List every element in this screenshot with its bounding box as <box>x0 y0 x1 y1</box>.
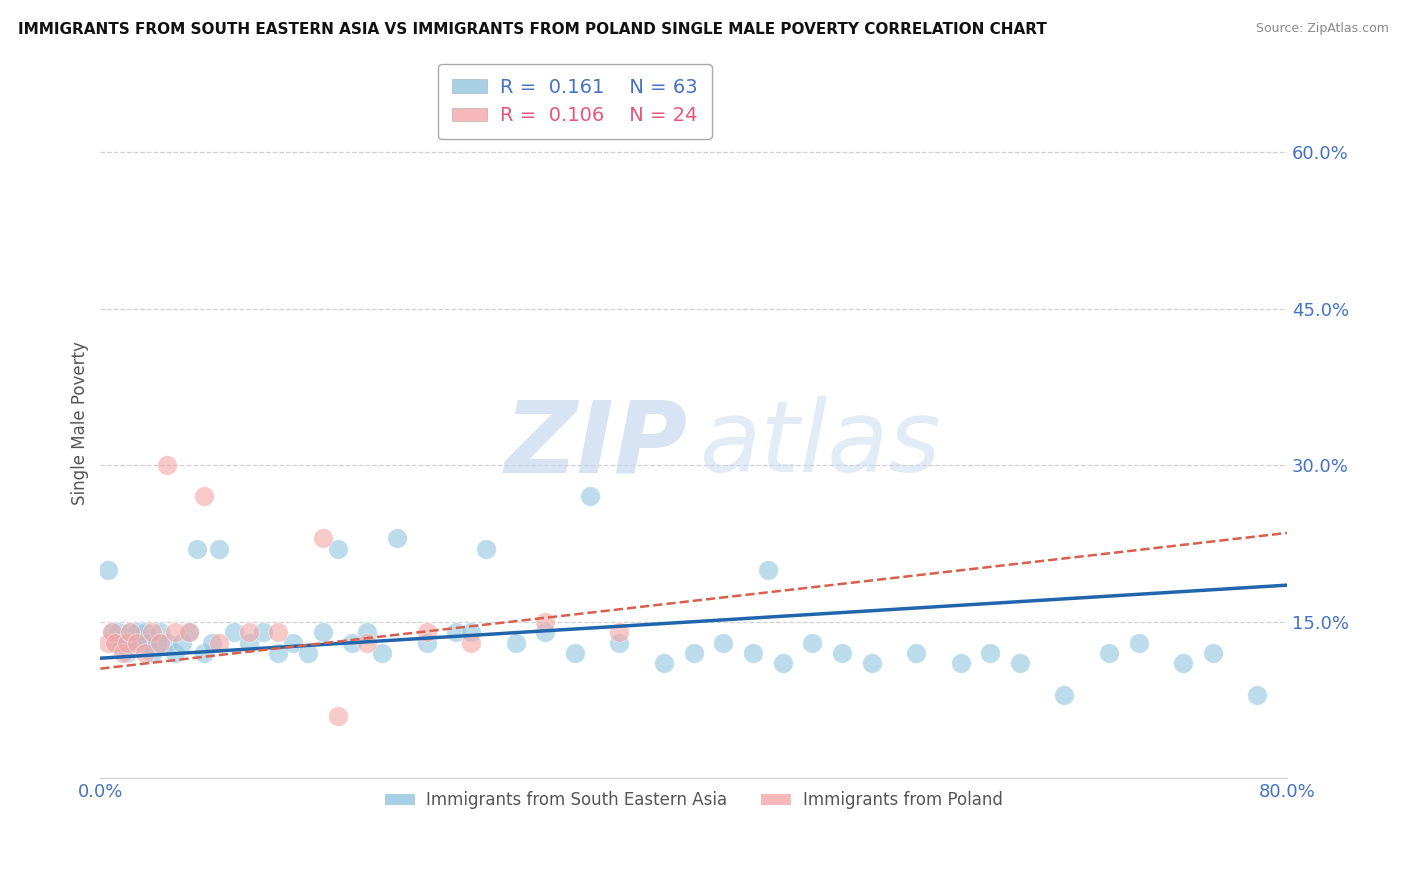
Point <box>578 490 600 504</box>
Point <box>122 635 145 649</box>
Point <box>134 625 156 640</box>
Point <box>297 646 319 660</box>
Point <box>949 657 972 671</box>
Point <box>141 646 163 660</box>
Point <box>756 562 779 576</box>
Point <box>1246 688 1268 702</box>
Point <box>326 541 349 556</box>
Point <box>252 625 274 640</box>
Point <box>141 625 163 640</box>
Point <box>505 635 527 649</box>
Point <box>179 625 201 640</box>
Point <box>111 635 134 649</box>
Point <box>356 625 378 640</box>
Point <box>131 635 153 649</box>
Point <box>831 646 853 660</box>
Point <box>156 635 179 649</box>
Point <box>193 646 215 660</box>
Point <box>118 625 141 640</box>
Point <box>415 625 437 640</box>
Point <box>475 541 498 556</box>
Text: atlas: atlas <box>700 396 941 493</box>
Point <box>326 708 349 723</box>
Point <box>115 635 138 649</box>
Y-axis label: Single Male Poverty: Single Male Poverty <box>72 342 89 506</box>
Point <box>118 625 141 640</box>
Point <box>104 635 127 649</box>
Point <box>652 657 675 671</box>
Point <box>101 625 124 640</box>
Point <box>385 531 408 545</box>
Point <box>104 635 127 649</box>
Point <box>163 646 186 660</box>
Point <box>609 625 631 640</box>
Point <box>860 657 883 671</box>
Point <box>149 635 172 649</box>
Point <box>772 657 794 671</box>
Point <box>1053 688 1076 702</box>
Point <box>156 458 179 472</box>
Point <box>564 646 586 660</box>
Point <box>415 635 437 649</box>
Point <box>534 625 557 640</box>
Point <box>267 646 290 660</box>
Point <box>186 541 208 556</box>
Point <box>115 646 138 660</box>
Point <box>460 635 482 649</box>
Point <box>208 541 231 556</box>
Point <box>97 635 120 649</box>
Point <box>163 625 186 640</box>
Point <box>179 625 201 640</box>
Point <box>1098 646 1121 660</box>
Point <box>149 625 172 640</box>
Point <box>193 490 215 504</box>
Point <box>127 635 149 649</box>
Point <box>905 646 928 660</box>
Point <box>136 635 159 649</box>
Point <box>134 646 156 660</box>
Point <box>238 625 260 640</box>
Point <box>742 646 765 660</box>
Legend: Immigrants from South Eastern Asia, Immigrants from Poland: Immigrants from South Eastern Asia, Immi… <box>378 785 1010 816</box>
Point <box>682 646 704 660</box>
Point <box>283 635 305 649</box>
Point <box>200 635 222 649</box>
Point <box>222 625 245 640</box>
Point <box>356 635 378 649</box>
Point <box>1202 646 1225 660</box>
Point <box>609 635 631 649</box>
Point <box>107 625 129 640</box>
Point <box>371 646 394 660</box>
Point <box>1008 657 1031 671</box>
Point <box>97 562 120 576</box>
Point <box>534 615 557 629</box>
Point <box>208 635 231 649</box>
Text: Source: ZipAtlas.com: Source: ZipAtlas.com <box>1256 22 1389 36</box>
Point <box>127 625 149 640</box>
Point <box>170 635 193 649</box>
Point <box>312 625 335 640</box>
Point <box>446 625 468 640</box>
Point <box>238 635 260 649</box>
Point <box>145 635 167 649</box>
Point <box>111 646 134 660</box>
Point <box>312 531 335 545</box>
Point <box>711 635 734 649</box>
Point <box>1128 635 1150 649</box>
Point <box>342 635 364 649</box>
Point <box>267 625 290 640</box>
Point <box>1171 657 1194 671</box>
Point <box>101 625 124 640</box>
Point <box>979 646 1001 660</box>
Text: ZIP: ZIP <box>505 396 688 493</box>
Point <box>801 635 824 649</box>
Text: IMMIGRANTS FROM SOUTH EASTERN ASIA VS IMMIGRANTS FROM POLAND SINGLE MALE POVERTY: IMMIGRANTS FROM SOUTH EASTERN ASIA VS IM… <box>18 22 1047 37</box>
Point <box>460 625 482 640</box>
